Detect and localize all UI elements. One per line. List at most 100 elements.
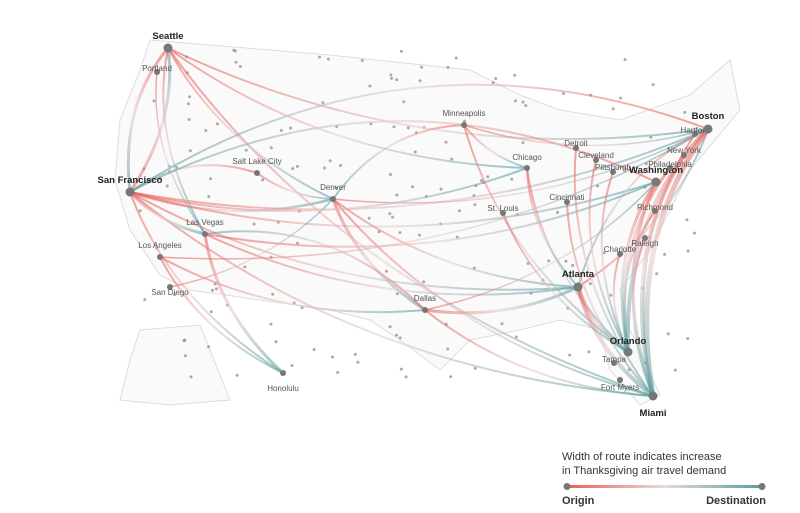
route <box>167 47 654 397</box>
airport-dot <box>411 185 414 189</box>
city-label: Las Vegas <box>186 218 223 227</box>
airport-dot <box>214 287 218 291</box>
city-label: Hartford <box>681 126 710 135</box>
route <box>332 198 654 397</box>
city-dot <box>422 307 428 313</box>
city-dot <box>125 187 135 197</box>
airport-dot <box>392 125 396 129</box>
route <box>159 128 709 260</box>
airport-dot <box>291 167 295 171</box>
airport-dot <box>521 100 525 104</box>
airport-dot <box>152 99 156 103</box>
airport-dot <box>269 146 273 150</box>
airport-dot <box>685 218 689 222</box>
airport-dot <box>339 164 342 167</box>
airport-dot <box>356 360 360 364</box>
route <box>128 190 207 236</box>
legend: Width of route indicates increase in Tha… <box>562 451 766 507</box>
airport-dot <box>389 173 392 176</box>
city-label: Philadelphia <box>648 160 692 169</box>
airport-dot <box>399 49 403 53</box>
city-dot <box>573 145 579 151</box>
route <box>526 167 629 353</box>
airport-dot <box>602 251 606 255</box>
airport-dot <box>216 122 219 126</box>
airport-dot <box>446 65 450 69</box>
city-dot <box>617 377 623 383</box>
airport-dot <box>187 118 191 121</box>
route <box>129 128 709 211</box>
airport-dot <box>279 128 283 132</box>
airport-dot <box>486 175 490 179</box>
route <box>159 256 284 374</box>
city-label: Seattle <box>152 31 183 42</box>
route <box>332 198 579 288</box>
airport-dot <box>449 375 453 379</box>
airport-dot <box>274 340 278 344</box>
route <box>204 233 579 296</box>
airport-dot <box>209 310 213 314</box>
airport-dot <box>399 367 403 371</box>
route <box>623 210 656 353</box>
city-dot <box>524 165 530 171</box>
airport-dot <box>514 99 517 103</box>
airport-dot <box>188 149 192 153</box>
route <box>128 46 172 194</box>
route <box>256 172 334 200</box>
airport-dot <box>395 333 398 337</box>
city-label: Cincinnati <box>549 193 584 202</box>
city-dot <box>610 169 616 175</box>
city-label: Atlanta <box>562 269 595 280</box>
airport-dot <box>404 375 408 379</box>
city-dot <box>703 124 713 134</box>
city-label: Salt Lake City <box>232 157 281 166</box>
airport-dot <box>521 141 525 145</box>
city-dot <box>692 131 698 137</box>
airport-dot <box>211 288 214 292</box>
route <box>332 124 465 200</box>
airport-dot <box>182 339 186 343</box>
route <box>576 285 655 398</box>
airport-dot <box>235 373 239 377</box>
airport-dot <box>666 332 670 336</box>
city-dot <box>280 370 286 376</box>
airport-dot <box>207 195 211 199</box>
route <box>612 253 629 353</box>
airport-dot <box>312 348 316 351</box>
city-label: Boston <box>692 111 725 122</box>
airport-dot <box>368 84 372 88</box>
airport-dot <box>138 209 142 213</box>
airport-dot <box>619 96 623 100</box>
airport-dot <box>395 193 399 197</box>
city-label: Cleveland <box>578 151 614 160</box>
airport-dot <box>547 259 551 263</box>
city-dot <box>500 210 506 216</box>
airport-dot <box>564 259 568 263</box>
city-dot <box>167 284 173 290</box>
route <box>167 47 528 169</box>
airport-dot <box>328 159 332 163</box>
alaska-outline <box>119 324 231 406</box>
airport-dot <box>422 280 426 284</box>
airport-dot <box>389 73 393 77</box>
airport-dot <box>173 293 176 297</box>
city-dot <box>564 199 570 205</box>
city-dot <box>667 165 673 171</box>
airport-dot <box>233 49 237 53</box>
airport-dot <box>651 83 655 87</box>
airport-dot <box>418 233 421 237</box>
airport-dot <box>183 354 187 358</box>
airport-dot <box>562 92 565 95</box>
airport-dot <box>336 371 340 374</box>
city-label: San Francisco <box>98 175 163 186</box>
airport-dot <box>686 337 690 340</box>
airport-dot <box>289 126 292 130</box>
city-label: Denver <box>320 183 346 192</box>
airport-dot <box>420 65 424 69</box>
city-label: Washington <box>629 165 683 176</box>
city-label: Los Angeles <box>138 241 182 250</box>
airport-dot <box>406 126 410 130</box>
city-label: Portland <box>142 64 172 73</box>
